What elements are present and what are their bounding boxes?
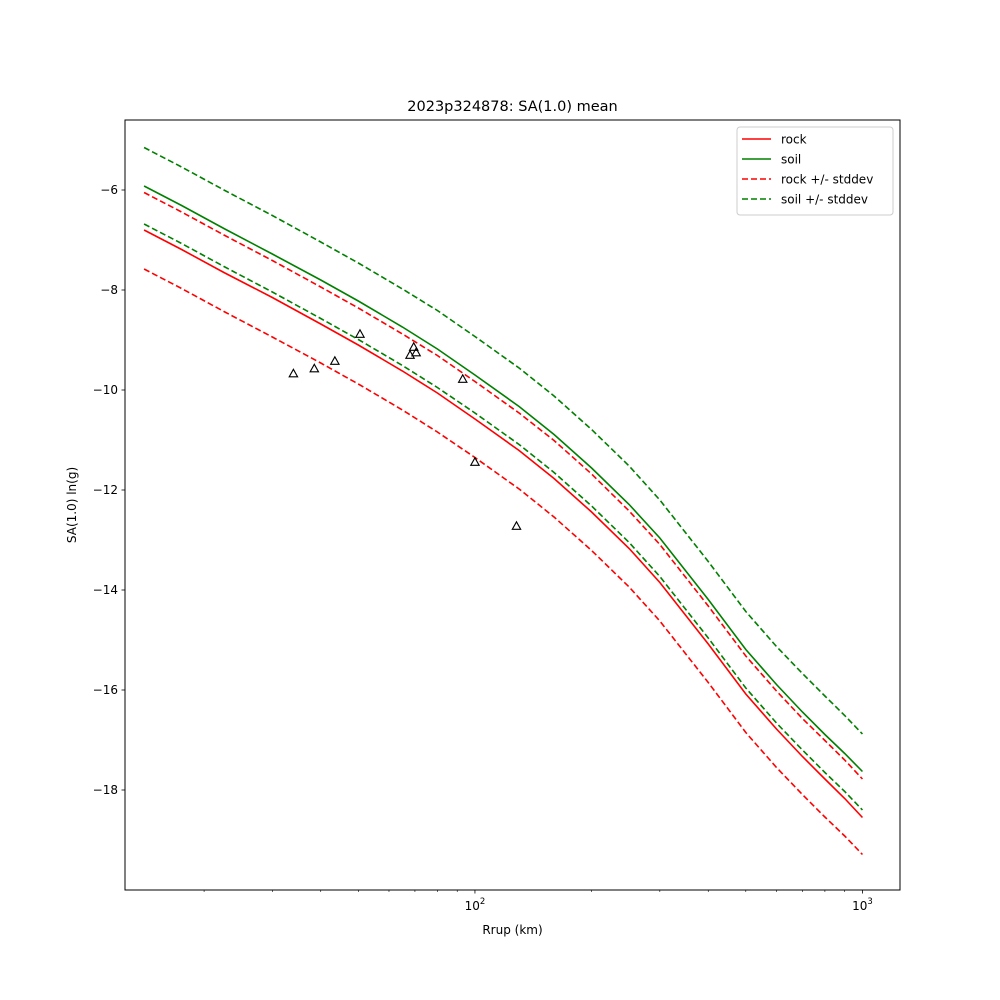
series-line-2 (143, 191, 864, 780)
series-line-5 (143, 223, 864, 811)
legend-label-0: rock (781, 133, 807, 147)
observation-marker-5 (408, 341, 419, 351)
series-line-3 (143, 268, 864, 856)
x-tick-label-0: 102 (465, 897, 486, 913)
series-line-0 (143, 229, 864, 819)
observation-marker-8 (469, 456, 481, 466)
legend-label-2: rock +/- stddev (781, 173, 873, 187)
x-axis-title: Rrup (km) (482, 923, 542, 937)
y-tick-label-1: −8 (100, 283, 118, 297)
observation-marker-1 (309, 363, 320, 373)
legend: rock soil rock +/- stddev soil +/- stddev (736, 126, 894, 216)
y-tick-label-5: −16 (93, 683, 118, 697)
y-tick-label-6: −18 (93, 783, 118, 797)
observation-marker-2 (329, 355, 340, 365)
y-tick-label-0: −6 (100, 183, 118, 197)
series-line-4 (143, 146, 864, 735)
chart-title: 2023p324878: SA(1.0) mean (407, 99, 617, 115)
legend-label-1: soil (781, 153, 801, 167)
observation-marker-7 (457, 373, 468, 383)
observation-marker-9 (511, 520, 522, 530)
observation-marker-3 (354, 328, 366, 338)
x-axis: 102 103 (203, 890, 873, 913)
legend-label-3: soil +/- stddev (781, 193, 868, 207)
observation-marker-0 (288, 368, 299, 378)
y-tick-label-4: −14 (93, 583, 118, 597)
y-tick-label-2: −10 (93, 383, 118, 397)
x-tick-label-1: 103 (852, 897, 873, 913)
y-axis: −6 −8 −10 −12 −14 −16 −18 (93, 183, 125, 797)
observation-marker-6 (410, 347, 422, 357)
axes-frame (124, 119, 901, 891)
y-tick-label-3: −12 (93, 483, 118, 497)
plot-area (143, 146, 864, 856)
legend-box (736, 126, 894, 216)
series-line-1 (143, 185, 864, 773)
y-axis-title: SA(1.0) ln(g) (65, 467, 79, 543)
